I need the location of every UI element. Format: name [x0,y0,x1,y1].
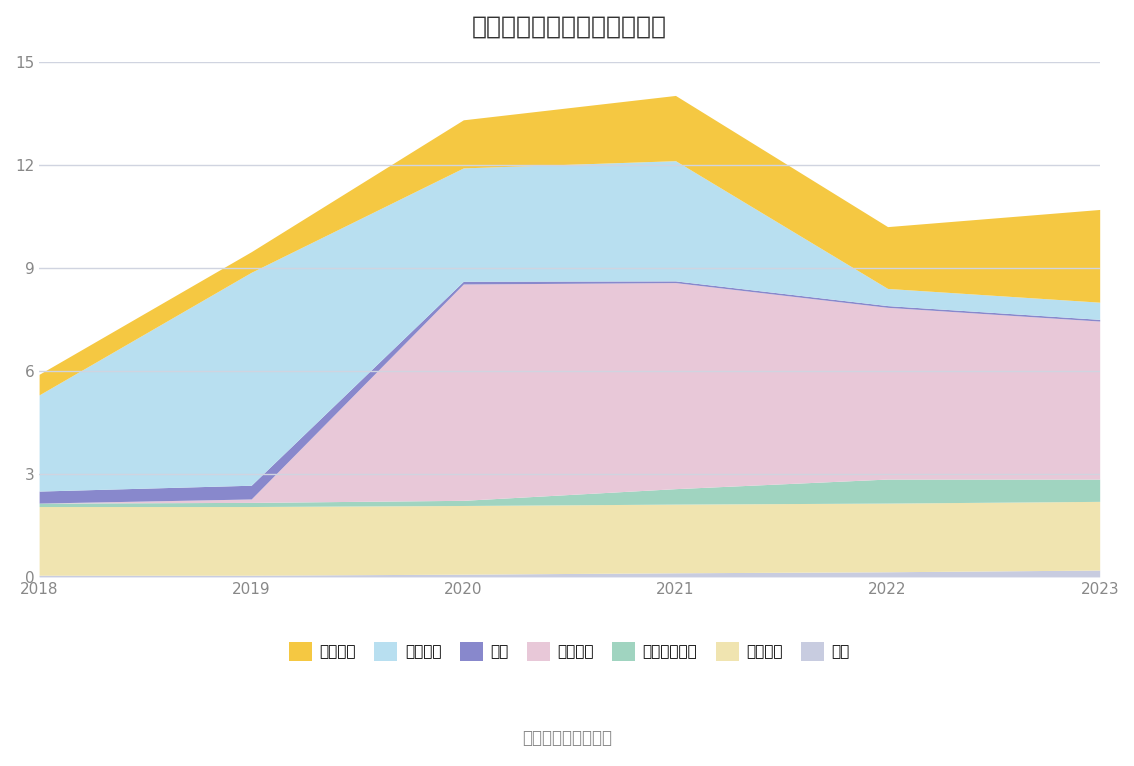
Title: 历年主要资产堆积图（亿元）: 历年主要资产堆积图（亿元） [472,15,667,39]
Text: 数据来源：恒生聚源: 数据来源：恒生聚源 [522,729,612,747]
Legend: 货币资金, 应收账款, 存货, 合同资产, 长期股权投资, 固定资产, 其它: 货币资金, 应收账款, 存货, 合同资产, 长期股权投资, 固定资产, 其它 [282,636,856,667]
